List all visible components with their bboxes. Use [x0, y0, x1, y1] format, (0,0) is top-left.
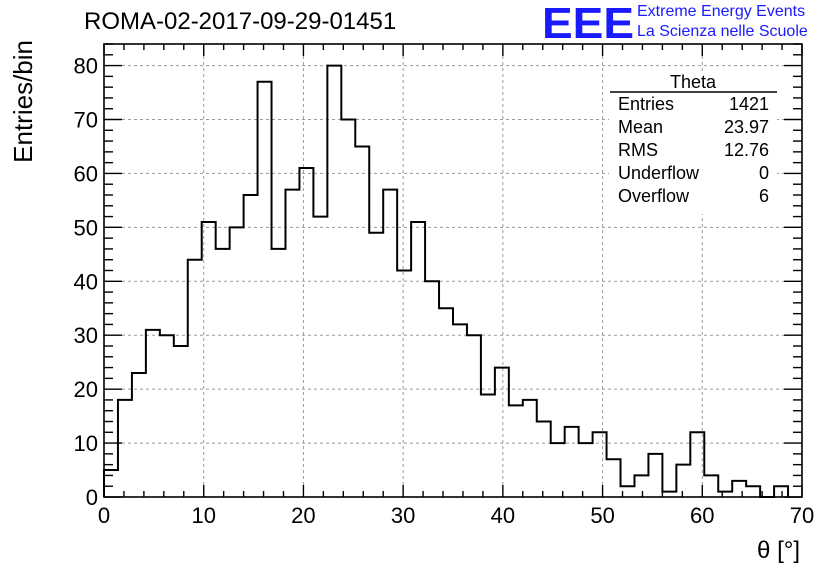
x-tick-label: 10 — [191, 503, 215, 528]
stats-row-label: Underflow — [618, 163, 700, 183]
stats-title: Theta — [670, 72, 717, 92]
x-axis-label: θ [°] — [757, 537, 800, 564]
x-tick-label: 20 — [291, 503, 315, 528]
stats-row-value: 12.76 — [724, 140, 769, 160]
logo-line-1: Extreme Energy Events — [637, 3, 806, 20]
y-tick-label: 70 — [74, 108, 98, 133]
y-tick-label: 40 — [74, 269, 98, 294]
stats-row-label: Mean — [618, 117, 663, 137]
stats-box: Theta Entries 1421 Mean 23.97 RMS 12.76 Underf… — [609, 72, 777, 214]
x-tick-label: 50 — [590, 503, 614, 528]
eee-logo: EEE — [542, 0, 634, 44]
logo-mark: EEE — [542, 0, 634, 44]
page-title: ROMA-02-2017-09-29-01451 — [84, 8, 397, 35]
stats-row-value: 6 — [759, 186, 769, 206]
x-tick-label: 40 — [491, 503, 515, 528]
logo-line-2: La Scienza nelle Scuole — [637, 23, 808, 40]
grid-lines — [104, 44, 802, 497]
y-tick-label: 60 — [74, 161, 98, 186]
y-tick-label: 80 — [74, 54, 98, 79]
x-tick-label: 30 — [391, 503, 415, 528]
stats-row-label: RMS — [618, 140, 658, 160]
histogram-step-line — [103, 64, 790, 498]
stats-row-value: 23.97 — [724, 117, 769, 137]
stats-row-label: Entries — [618, 94, 674, 114]
x-tick-label: 70 — [790, 503, 814, 528]
logo-text: Extreme Energy Events La Scienza nelle S… — [637, 2, 808, 42]
y-tick-label: 20 — [74, 377, 98, 402]
y-tick-label: 0 — [86, 485, 98, 510]
y-axis-label: Entries/bin — [8, 40, 38, 163]
y-tick-label: 10 — [74, 431, 98, 456]
stats-row-value: 1421 — [729, 94, 769, 114]
x-tick-label: 0 — [98, 503, 110, 528]
y-tick-label: 50 — [74, 215, 98, 240]
stats-row-label: Overflow — [618, 186, 690, 206]
x-axis-ticks: 0 10 20 30 40 50 60 70 — [98, 44, 814, 528]
stats-row-value: 0 — [759, 163, 769, 183]
y-tick-label: 30 — [74, 323, 98, 348]
stats-rows: Entries 1421 Mean 23.97 RMS 12.76 Underflow 0 Ov… — [618, 94, 769, 206]
x-tick-label: 60 — [690, 503, 714, 528]
